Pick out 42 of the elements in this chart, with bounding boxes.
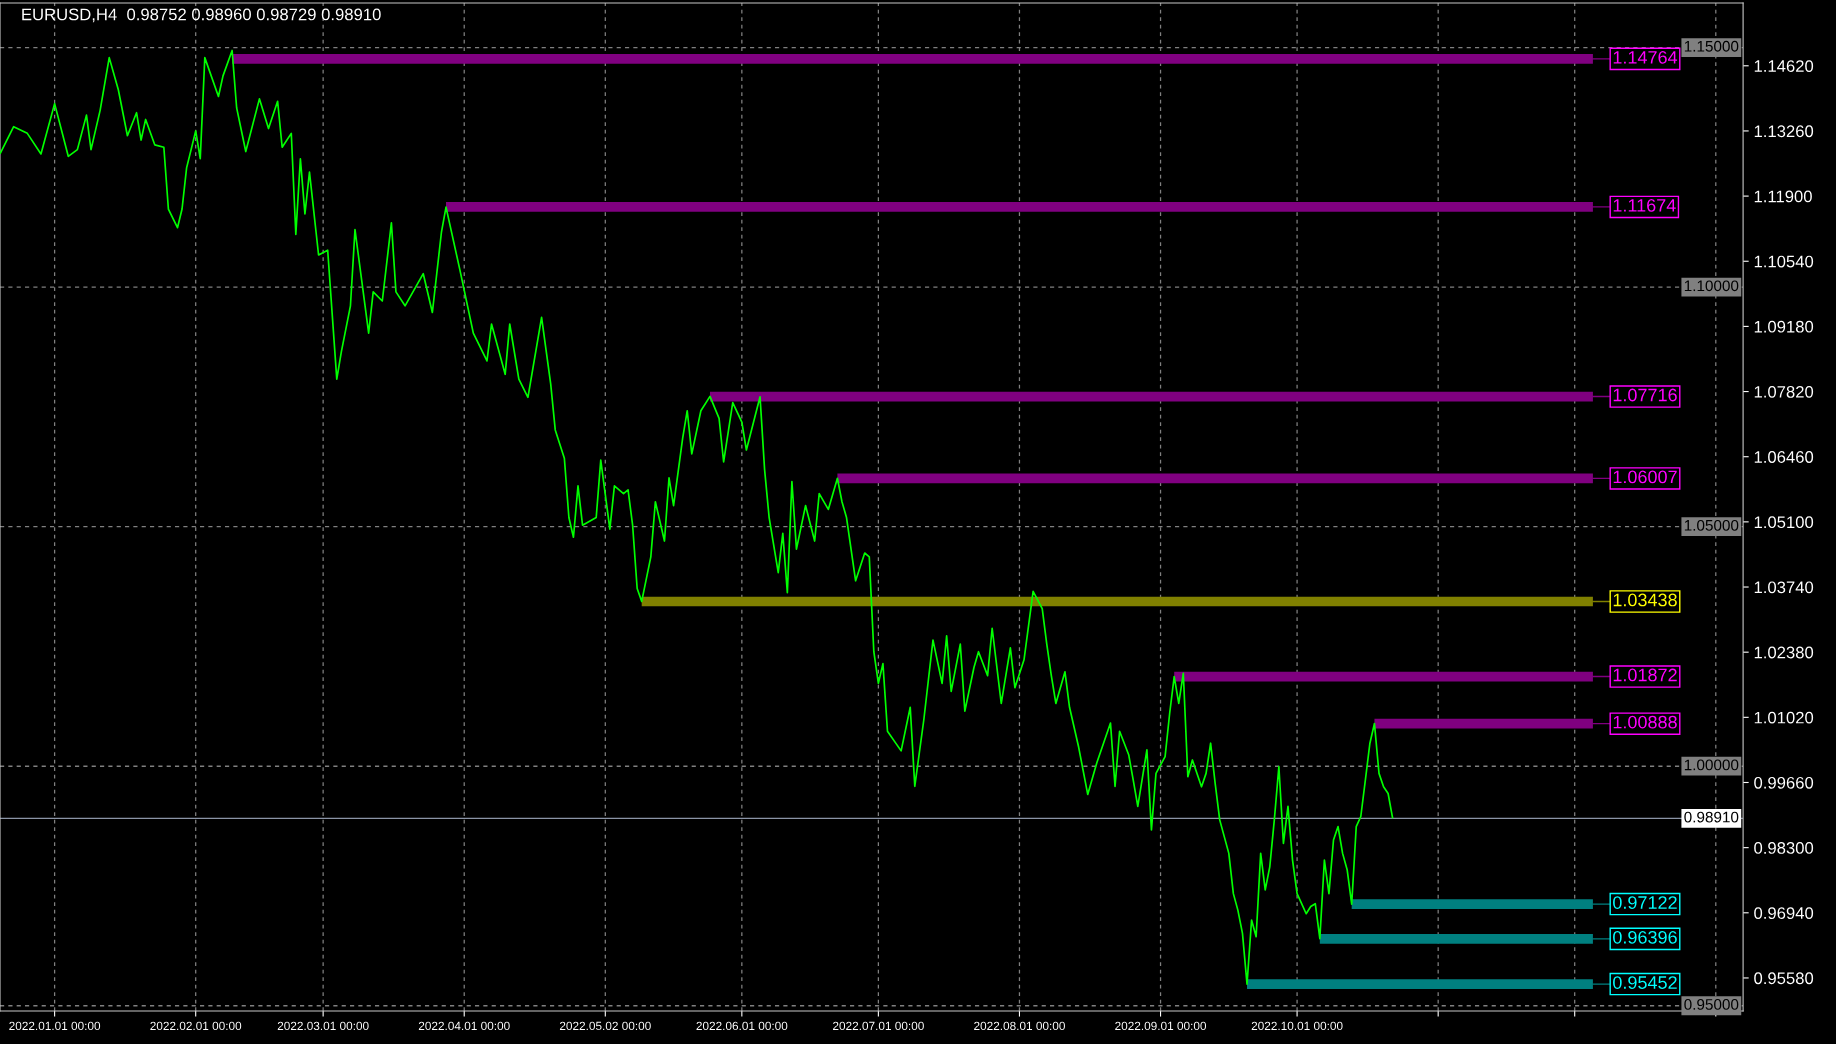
y-tick-label: 0.98300	[1754, 842, 1814, 854]
y-tick-label: 1.05100	[1754, 516, 1814, 529]
data-label: 1.07716	[1613, 388, 1677, 402]
chart-title: EURUSD,H4 0.98752 0.98960 0.98729 0.98910	[22, 8, 381, 23]
x-tick-label: 2022.07.01 00:00	[833, 1021, 924, 1031]
y-tick-label: 1.11900	[1754, 190, 1812, 203]
x-tick-label: 2022.05.02 00:00	[559, 1021, 651, 1031]
data-label: 1.11674	[1613, 198, 1676, 212]
data-label: 1.14764	[1613, 50, 1678, 64]
x-tick-label: 2022.01.01 00:00	[9, 1021, 101, 1031]
ref-line-label: 1.00000	[1684, 759, 1739, 771]
x-tick-label: 2022.04.01 00:00	[418, 1021, 510, 1031]
x-tick-label: 2022.10.01 00:00	[1251, 1021, 1343, 1031]
y-tick-label: 1.01020	[1754, 711, 1814, 724]
y-tick-label: 1.14620	[1754, 60, 1814, 72]
y-tick-label: 1.06460	[1754, 451, 1814, 463]
data-label: 1.03438	[1613, 593, 1677, 607]
x-tick-label: 2022.08.01 00:00	[974, 1021, 1065, 1031]
ref-line-label: 1.10000	[1684, 280, 1739, 292]
data-label: 1.06007	[1613, 470, 1677, 484]
ref-line-label: 1.05000	[1684, 519, 1739, 531]
y-tick-label: 1.02380	[1754, 646, 1814, 659]
x-tick-label: 2022.09.01 00:00	[1115, 1021, 1207, 1031]
ref-line-label: 0.98910	[1684, 811, 1739, 823]
data-label: 1.00888	[1613, 715, 1677, 729]
y-tick-label: 0.95580	[1754, 972, 1814, 985]
data-label: 0.96396	[1613, 930, 1677, 944]
data-label: 1.01872	[1613, 668, 1677, 682]
data-label: 0.95452	[1613, 976, 1677, 989]
y-tick-label: 1.07820	[1754, 385, 1814, 398]
y-tick-label: 1.09180	[1754, 320, 1814, 333]
data-label: 0.97122	[1613, 896, 1677, 909]
x-tick-label: 2022.02.01 00:00	[150, 1021, 242, 1031]
y-tick-label: 0.96940	[1754, 907, 1814, 919]
ref-line-label: 1.15000	[1684, 40, 1739, 52]
y-tick-label: 1.13260	[1754, 125, 1814, 138]
y-tick-label: 1.03740	[1754, 581, 1814, 594]
y-tick-label: 0.99660	[1754, 776, 1814, 789]
y-tick-label: 1.10540	[1754, 255, 1814, 268]
x-tick-label: 2022.03.01 00:00	[277, 1021, 369, 1031]
x-tick-label: 2022.06.01 00:00	[696, 1021, 788, 1031]
ref-line-label: 0.95000	[1684, 999, 1739, 1010]
